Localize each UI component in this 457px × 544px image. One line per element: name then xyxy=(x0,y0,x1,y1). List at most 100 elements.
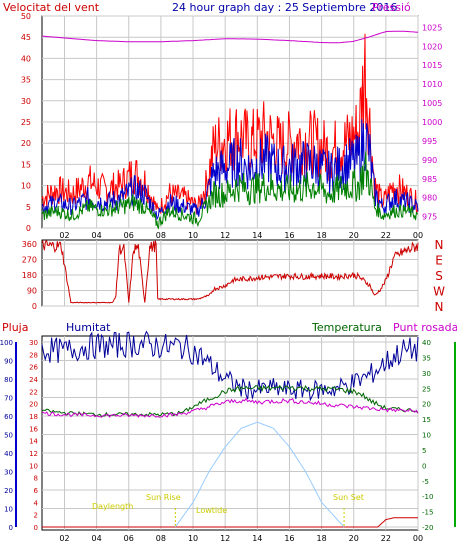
wind-ytick-label: 25 xyxy=(21,118,31,127)
direction-ytick-label: 180 xyxy=(22,271,37,280)
compass-label: N xyxy=(435,238,444,252)
climate-xtick-label: 06 xyxy=(124,534,134,543)
legend-dewpoint: Punt rosada xyxy=(393,321,457,334)
wind-ytick-label: 50 xyxy=(21,12,31,21)
temperature-ytick-label: 10 xyxy=(422,432,431,440)
wind-gust-line xyxy=(41,33,419,214)
wind-axis-title: Velocitat del vent xyxy=(3,1,100,14)
wind-ytick-label: 40 xyxy=(21,54,31,63)
humidity-ytick-label: 90 xyxy=(4,358,13,366)
climate-xtick-label: 02 xyxy=(59,534,69,543)
pressure-ytick-label: 995 xyxy=(422,137,437,146)
annotation-lowtide: Lowtide xyxy=(196,506,227,515)
wind-xtick-label: 06 xyxy=(124,231,134,240)
wind-xtick-label: 22 xyxy=(381,231,391,240)
humidity-ytick-label: 70 xyxy=(4,395,13,403)
humidity-ytick-label: 0 xyxy=(9,524,13,532)
temperature-ytick-label: 30 xyxy=(422,370,431,378)
wind-xtick-label: 10 xyxy=(188,231,198,240)
wind-xtick-label: 04 xyxy=(92,231,102,240)
pressure-ytick-label: 1025 xyxy=(422,23,442,32)
wind-xtick-label: 08 xyxy=(156,231,166,240)
compass-label: W xyxy=(433,285,445,299)
humidity-ytick-label: 10 xyxy=(4,506,13,514)
climate-series xyxy=(41,330,419,528)
pressure-ytick-label: 975 xyxy=(422,213,437,222)
temperature-ytick-label: 15 xyxy=(422,416,431,424)
wind-xtick-label: 02 xyxy=(59,231,69,240)
temperature-line xyxy=(41,384,419,417)
direction-line xyxy=(41,240,419,304)
climate-xtick-label: 14 xyxy=(252,534,262,543)
wind-ytick-label: 30 xyxy=(21,97,31,106)
climate-xtick-label: 22 xyxy=(381,534,391,543)
wind-ytick-label: 35 xyxy=(21,76,31,85)
graph-title: 24 hour graph day : 25 Septiembre 2016 xyxy=(172,1,397,14)
climate-xtick-label: 00 xyxy=(413,534,423,543)
rain-ytick-label: 24 xyxy=(29,376,38,384)
pressure-ytick-label: 1020 xyxy=(422,42,442,51)
wind-xtick-label: 12 xyxy=(220,231,230,240)
temperature-ytick-label: -5 xyxy=(422,478,429,486)
wind-xtick-label: 18 xyxy=(316,231,326,240)
pressure-ytick-label: 1010 xyxy=(422,80,442,89)
pressure-ytick-label: 1005 xyxy=(422,99,442,108)
sun-elevation-line xyxy=(174,421,345,528)
wind-xtick-label: 16 xyxy=(284,231,294,240)
humidity-ytick-label: 50 xyxy=(4,432,13,440)
legend-rain: Pluja xyxy=(2,321,28,334)
compass-label: S xyxy=(435,269,443,283)
direction-ytick-label: 360 xyxy=(22,240,37,249)
pressure-ytick-label: 980 xyxy=(422,194,437,203)
rain-ytick-label: 4 xyxy=(34,499,39,507)
wind-ytick-label: 45 xyxy=(21,33,31,42)
direction-grid xyxy=(42,243,418,307)
rain-ytick-label: 20 xyxy=(29,401,38,409)
direction-series xyxy=(41,240,419,304)
wind-series xyxy=(41,30,419,230)
wind-ytick-label: 20 xyxy=(21,139,31,148)
wind-ytick-label: 0 xyxy=(26,224,31,233)
rain-ytick-label: 6 xyxy=(34,487,39,495)
compass-label: N xyxy=(435,300,444,314)
pressure-ytick-label: 1015 xyxy=(422,61,442,70)
temperature-ytick-label: -10 xyxy=(422,493,433,501)
legend-humidity: Humitat xyxy=(66,321,111,334)
legend-temperature: Temperatura xyxy=(311,321,382,334)
humidity-ytick-label: 40 xyxy=(4,450,13,458)
climate-xtick-label: 18 xyxy=(316,534,326,543)
rain-ytick-label: 14 xyxy=(29,438,38,446)
direction-panel xyxy=(41,239,419,307)
humidity-line xyxy=(41,330,419,402)
pressure-ytick-label: 990 xyxy=(422,156,437,165)
wind-xtick-label: 20 xyxy=(349,231,359,240)
wind-low-line xyxy=(41,151,419,230)
wind-ytick-label: 5 xyxy=(26,203,31,212)
rain-ytick-label: 30 xyxy=(29,339,38,347)
wind-xtick-label: 00 xyxy=(413,231,423,240)
temperature-ytick-label: -20 xyxy=(422,524,433,532)
temperature-ytick-label: 35 xyxy=(422,354,431,362)
rain-line xyxy=(42,517,418,528)
temperature-ytick-label: 20 xyxy=(422,401,431,409)
climate-xtick-label: 10 xyxy=(188,534,198,543)
pressure-ytick-label: 985 xyxy=(422,175,437,184)
humidity-ytick-label: 80 xyxy=(4,376,13,384)
wind-xtick-label: 14 xyxy=(252,231,262,240)
annotation-sunrise: Sun Rise xyxy=(146,493,181,502)
temperature-ytick-label: 25 xyxy=(422,385,431,393)
rain-ytick-label: 28 xyxy=(29,351,38,359)
rain-ytick-label: 12 xyxy=(29,450,38,458)
compass-label: E xyxy=(435,254,443,268)
wind-average-line xyxy=(41,119,419,221)
direction-ytick-label: 270 xyxy=(22,256,37,265)
climate-xtick-label: 12 xyxy=(220,534,230,543)
rain-ytick-label: 16 xyxy=(29,425,38,433)
temperature-ytick-label: 40 xyxy=(422,339,431,347)
annotation-daylength: Daylength xyxy=(92,502,133,511)
temperature-ytick-label: -15 xyxy=(422,509,433,517)
rain-ytick-label: 2 xyxy=(34,512,38,520)
humidity-ytick-label: 60 xyxy=(4,413,13,421)
pressure-axis-title: Pressió xyxy=(372,1,411,14)
